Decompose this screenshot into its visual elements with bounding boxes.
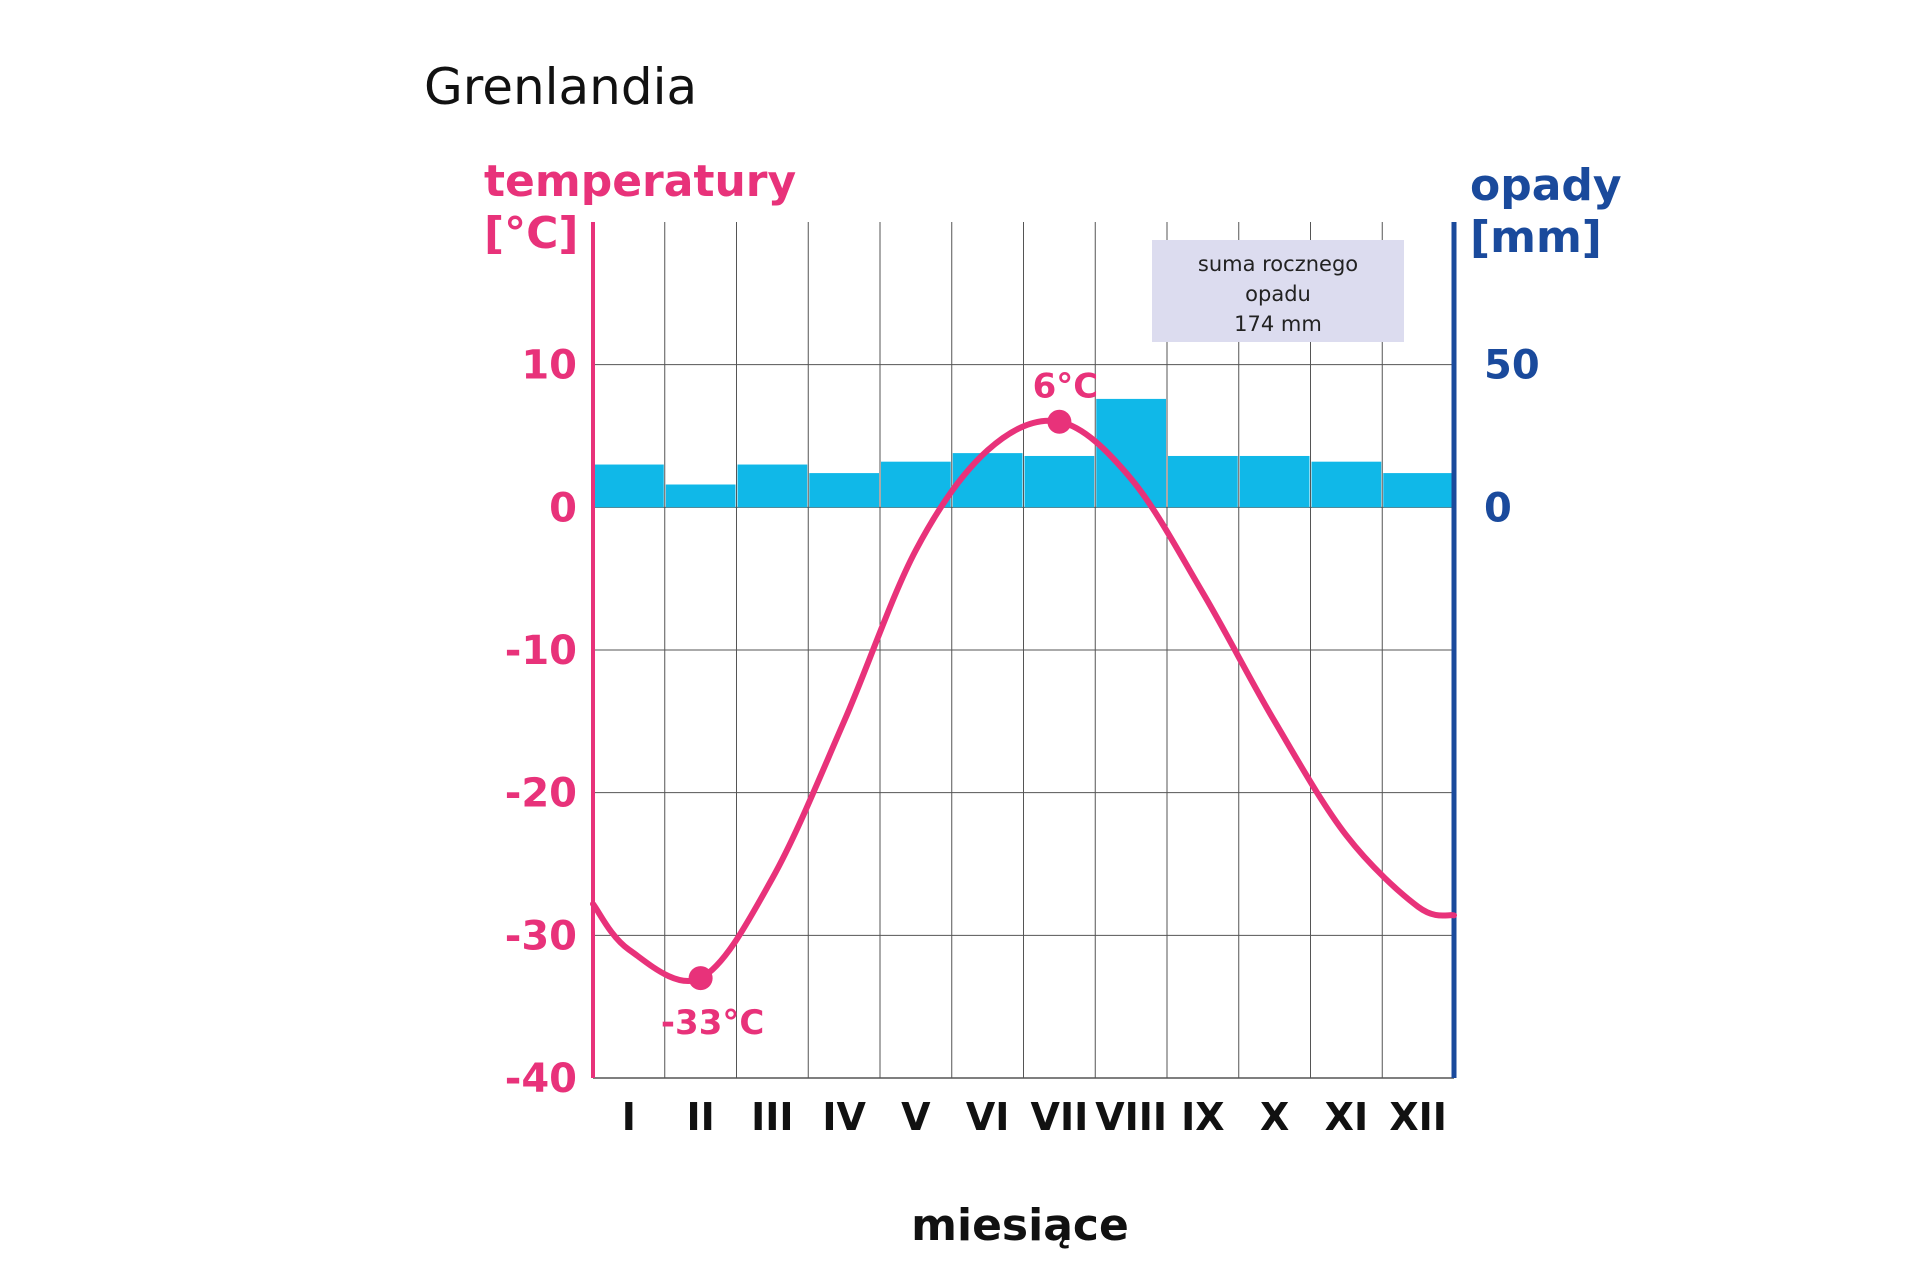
precipitation-bar-X	[1239, 455, 1310, 508]
chart-axes	[591, 222, 1457, 1078]
temperature-axis-title-line1: temperatury	[484, 156, 796, 207]
temperature-min-marker	[688, 966, 713, 991]
month-label-I: I	[622, 1095, 636, 1139]
precipitation-bar-VI	[952, 453, 1023, 508]
temperature-min-label: -33°C	[661, 1003, 764, 1043]
temperature-tick--20: -20	[505, 771, 577, 817]
chart-title: Grenlandia	[424, 58, 697, 116]
temperature-tick-0: 0	[549, 485, 577, 531]
grid-lines	[593, 222, 1454, 1079]
precipitation-bar-VII	[1024, 455, 1095, 508]
summary-box-line2: opadu	[1245, 282, 1311, 306]
precipitation-bar-IV	[809, 473, 879, 508]
month-label-IV: IV	[822, 1095, 866, 1139]
precipitation-bar-I	[594, 464, 664, 508]
month-label-III: III	[751, 1095, 793, 1139]
month-label-XII: XII	[1389, 1095, 1447, 1139]
month-label-IX: IX	[1181, 1095, 1224, 1139]
x-axis-title: miesiące	[911, 1200, 1129, 1251]
annual-precipitation-box: suma rocznego opadu 174 mm	[1152, 240, 1404, 342]
temperature-tick--30: -30	[505, 913, 577, 959]
precipitation-axis-title-line1: opady	[1470, 160, 1622, 211]
month-label-VII: VII	[1031, 1095, 1089, 1139]
summary-box-line3: 174 mm	[1234, 312, 1322, 336]
precipitation-bar-XII	[1383, 473, 1453, 508]
temperature-tick-10: 10	[521, 343, 577, 389]
precipitation-bar-II	[665, 484, 736, 508]
temperature-max-marker	[1047, 409, 1072, 434]
temperature-tick-labels: -40 -30 -20 -10 0 10	[505, 343, 577, 1102]
month-label-VIII: VIII	[1095, 1095, 1167, 1139]
summary-box-background	[1152, 240, 1404, 342]
month-label-V: V	[901, 1095, 931, 1139]
precipitation-bar-V	[881, 461, 951, 508]
precipitation-tick-labels: 0 50	[1484, 343, 1540, 532]
temperature-series	[590, 417, 1457, 984]
month-label-II: II	[686, 1095, 714, 1139]
precipitation-axis-title-line2: [mm]	[1470, 212, 1602, 263]
temperature-markers: -33°C 6°C	[661, 367, 1098, 1043]
temperature-axis-title-line2: [°C]	[484, 208, 579, 259]
temperature-max-label: 6°C	[1033, 367, 1099, 407]
precipitation-bar-XI	[1311, 461, 1382, 508]
temperature-tick--40: -40	[505, 1056, 577, 1102]
precipitation-bars	[594, 398, 1453, 508]
precipitation-tick-0: 0	[1484, 485, 1512, 531]
temperature-tick--10: -10	[505, 628, 577, 674]
month-label-VI: VI	[966, 1095, 1010, 1139]
month-label-X: X	[1260, 1095, 1289, 1139]
month-label-XI: XI	[1325, 1095, 1368, 1139]
month-labels: I II III IV V VI VII VIII IX X XI XII	[622, 1095, 1447, 1139]
summary-box-line1: suma rocznego	[1198, 252, 1358, 276]
precipitation-tick-50: 50	[1484, 343, 1540, 389]
precipitation-bar-IX	[1168, 455, 1238, 508]
temperature-line	[590, 417, 1457, 984]
precipitation-bar-III	[737, 464, 808, 508]
